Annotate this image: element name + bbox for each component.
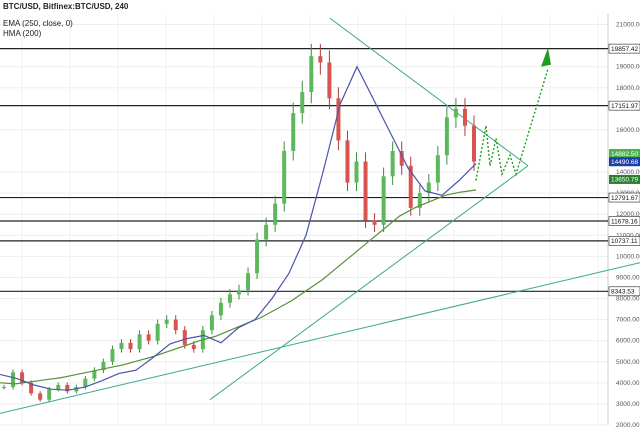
candle-body: [472, 125, 476, 162]
candle-body: [408, 165, 413, 208]
level-price-tag: [608, 43, 640, 54]
level-price-label: 14490.68: [611, 159, 638, 166]
y-tick-label: 9000.00: [616, 274, 640, 281]
candle-body: [65, 384, 70, 392]
level-price-tag: [608, 192, 640, 203]
candle-body: [291, 113, 296, 151]
candle-body: [137, 334, 142, 350]
candle-body: [182, 330, 187, 345]
y-tick-label: 14000.00: [616, 169, 640, 176]
candle-body: [444, 117, 449, 156]
y-tick-label: 16000.00: [616, 127, 640, 134]
candle-body: [155, 323, 160, 341]
indicator-ema-label: EMA (250, close, 0): [3, 19, 73, 28]
y-tick-label: 8000.00: [616, 296, 640, 303]
y-tick-label: 10000.00: [616, 253, 640, 260]
projection-arrowhead: [541, 47, 551, 67]
level-price-label: 17151.97: [611, 103, 638, 110]
candle-body: [2, 387, 6, 389]
candle-body: [56, 384, 61, 390]
candle-body: [372, 220, 377, 225]
y-tick-label: 4000.00: [616, 380, 640, 387]
trendline-support: [209, 165, 529, 401]
level-price-label: 12791.67: [611, 195, 638, 202]
candle-body: [354, 161, 359, 183]
level-price-tag: [608, 286, 640, 297]
candle-body: [218, 302, 223, 316]
level-price-tag: [608, 216, 640, 226]
ema-250-line: [0, 189, 477, 385]
candle-body: [119, 342, 124, 350]
candle-body: [191, 344, 196, 350]
level-price-label: 8343.53: [611, 289, 635, 296]
candle-body: [47, 389, 52, 400]
candle-body: [20, 372, 25, 383]
y-tick-label: 6000.00: [616, 338, 640, 345]
candle-body: [399, 151, 404, 166]
candle-body: [101, 361, 106, 371]
hma-200-line: [0, 65, 477, 391]
candle-body: [173, 319, 178, 331]
y-tick-label: 21000.00: [616, 22, 640, 29]
projection-path: [475, 68, 549, 181]
candle-body: [164, 319, 169, 324]
level-price-tag: [608, 100, 640, 111]
level-price-tag: [608, 236, 640, 246]
candle-body: [318, 56, 323, 63]
candle-body: [38, 393, 43, 400]
level-price-label: 10737.11: [611, 238, 638, 245]
candle-body: [300, 91, 305, 114]
level-price-label: 14882.50: [611, 151, 638, 158]
candle-body: [390, 151, 395, 177]
y-tick-label: 12000.00: [616, 211, 640, 218]
candle-body: [227, 294, 232, 303]
candle-body: [327, 62, 332, 99]
trendline-long: [0, 262, 640, 414]
level-price-tag: [609, 148, 640, 158]
candle-body: [453, 108, 458, 118]
candle-body: [110, 349, 115, 362]
y-tick-label: 5000.00: [616, 359, 640, 366]
candle-body: [237, 290, 241, 295]
y-tick-label: 18000.00: [616, 85, 640, 92]
candle-body: [336, 98, 341, 141]
candle-body: [209, 315, 214, 331]
candle-body: [309, 56, 314, 92]
y-tick-label: 11000.00: [616, 232, 640, 239]
candle-body: [435, 155, 440, 183]
candle-body: [462, 108, 467, 126]
candle-body: [363, 161, 368, 221]
level-price-label: 13650.79: [611, 177, 638, 184]
candle-body: [264, 224, 269, 240]
indicator-hma-label: HMA (200): [3, 29, 42, 38]
candle-body: [11, 372, 16, 388]
y-tick-label: 7000.00: [616, 317, 640, 324]
y-tick-label: 2000.00: [616, 422, 640, 427]
chart-title: BTC/USD, Bitfinex:BTC/USD, 240: [3, 2, 129, 11]
level-price-label: 19857.42: [611, 46, 638, 53]
candle-body: [146, 334, 151, 341]
candle-body: [255, 239, 260, 274]
candle-body: [273, 203, 278, 225]
candle-body: [426, 182, 431, 194]
candle-body: [282, 151, 287, 204]
y-tick-label: 19000.00: [616, 64, 640, 71]
candle-body: [83, 378, 88, 388]
candle-body: [246, 273, 251, 291]
candle-body: [345, 140, 350, 183]
candle-body: [29, 382, 34, 394]
plot-area: [0, 14, 608, 425]
level-price-label: 11678.16: [611, 218, 638, 225]
candle-body: [417, 193, 422, 208]
level-price-tag: [609, 157, 640, 167]
candle-body: [92, 370, 97, 379]
level-price-tag: [609, 174, 640, 184]
candle-body: [381, 176, 386, 225]
candle-body: [128, 342, 133, 350]
y-tick-label: 3000.00: [616, 401, 640, 408]
